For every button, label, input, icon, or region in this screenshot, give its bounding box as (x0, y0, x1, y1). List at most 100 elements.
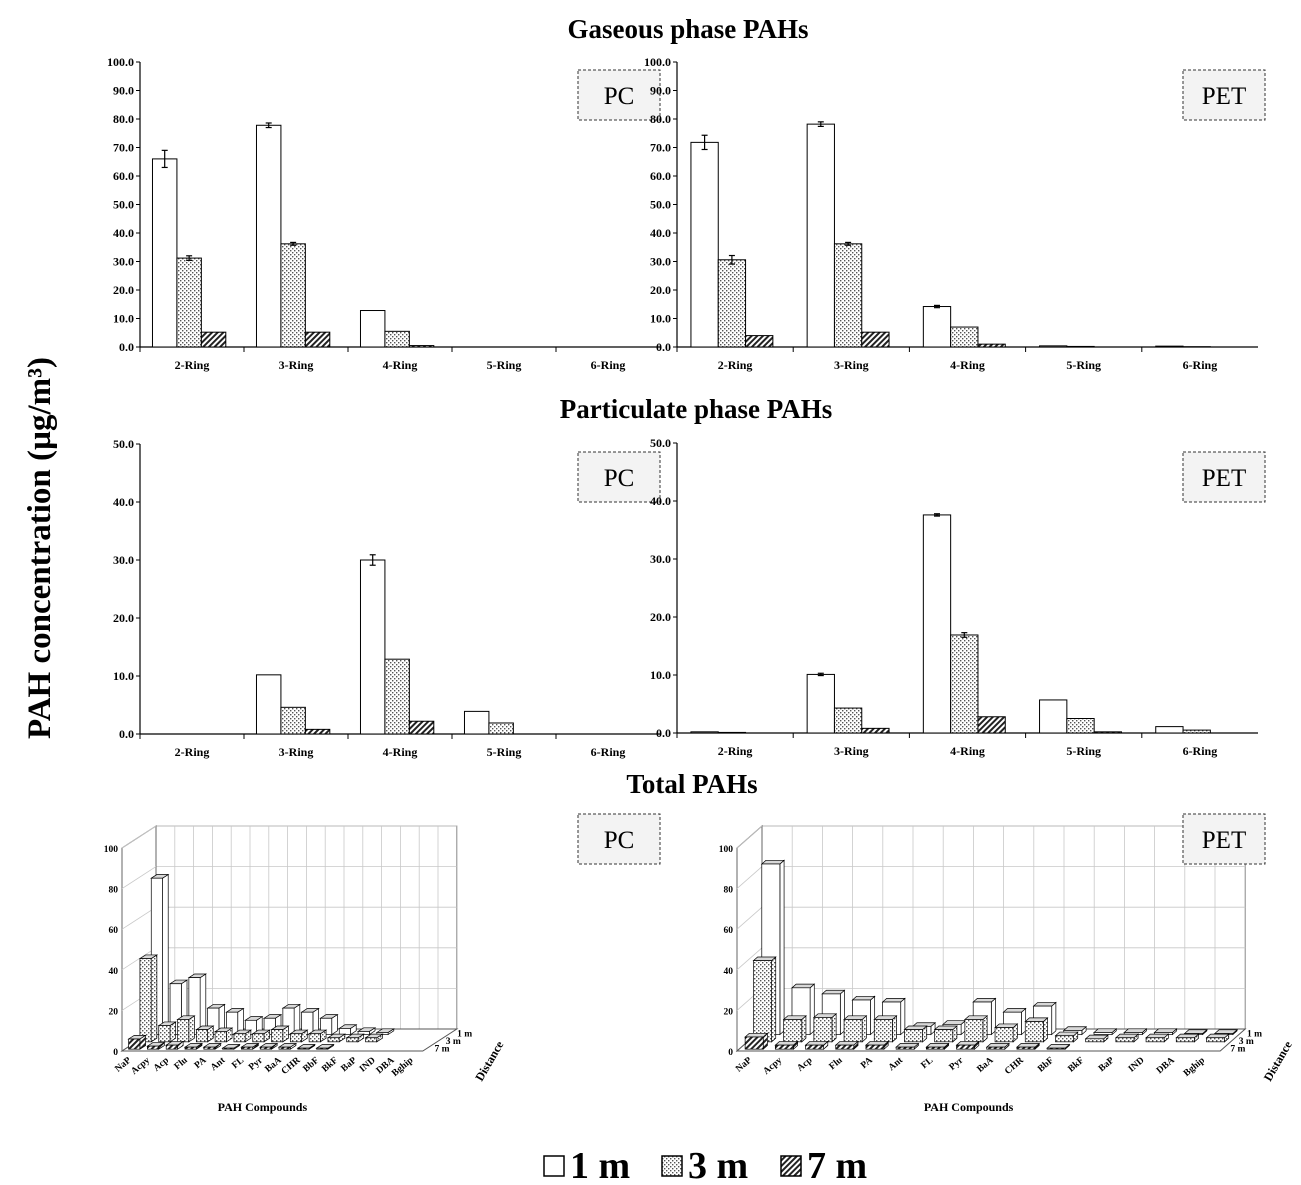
panel-label-box (577, 813, 661, 865)
depth-axis-title: Distance (1261, 1038, 1295, 1084)
bar-front-face (1206, 1037, 1225, 1043)
bar-chart-3: 0.0 10.0 20.0 30.0 40.0 50.0 2-Ring 3-Ring 4-Rin… (650, 436, 1266, 758)
bar-front-face (158, 1025, 171, 1043)
x-tick-label: BaA (264, 1056, 284, 1075)
bar-front-face (147, 1045, 160, 1050)
bar-1m-3-Ring (255, 124, 282, 348)
bar-top-face (774, 1041, 799, 1046)
bar-3m-3-Ring (280, 243, 306, 348)
bar-front-face (365, 1037, 378, 1043)
bar3d-3m-BkF (345, 1033, 365, 1043)
bar3d-1m-PA (225, 1007, 245, 1036)
bar-7m-2-Ring (745, 335, 774, 348)
bar-front-face (195, 1029, 208, 1043)
y-tick-label: 30.0 (113, 553, 134, 567)
bar-7m-4-Ring (408, 345, 435, 348)
bar3d-3m-BaA (994, 1023, 1019, 1043)
grid-line (736, 825, 763, 849)
y-tick-label: 10.0 (113, 669, 134, 683)
bar-top-face (963, 1015, 989, 1020)
bar-front-face (165, 1044, 178, 1050)
bar-top-face (942, 1020, 967, 1025)
bar-1m-5-Ring (463, 710, 490, 735)
depth-tick-label: 1 m (457, 1030, 472, 1040)
bar3d-3m-BbF (326, 1033, 347, 1043)
bar-3m-2-Ring (717, 731, 747, 734)
y-tick-label: 100 (719, 845, 734, 855)
y-tick-label: 20.0 (650, 610, 671, 624)
bar-side-face (771, 956, 777, 1043)
bar-front-face (203, 1046, 216, 1050)
bar-front-face (805, 1044, 824, 1050)
x-tick-label: 5-Ring (487, 358, 522, 372)
bar3d-7m-BaA (277, 1042, 298, 1050)
bar3d-1m-IND (1153, 1028, 1178, 1036)
bar3d-3m-CHR (307, 1029, 328, 1043)
bar-front-face (835, 1044, 855, 1050)
x-tick-label: 4-Ring (383, 745, 418, 759)
bar-side-face (779, 859, 785, 1036)
x-tick-label: 2-Ring (718, 744, 753, 758)
x-tick-label: CHR (1003, 1056, 1026, 1077)
depth-tick-label: 1 m (1247, 1030, 1262, 1040)
y-tick-label: 50.0 (650, 436, 671, 450)
bar-7m-3-Ring (304, 331, 331, 348)
bar3d-chart-5: 0 20 40 60 80 100 NaP Acpy Acp Flu PA Ant FL Pyr BaA CH… (719, 813, 1295, 1114)
bar3d-3m-Flu (195, 1025, 215, 1043)
bar-top-face (1046, 1044, 1071, 1049)
y-tick-label: 40.0 (650, 226, 671, 240)
bar3d-7m-Ant (221, 1043, 241, 1050)
bar-1m-3-Ring (255, 674, 282, 735)
section-title-gaseous: Gaseous phase PAHs (567, 14, 808, 44)
bar-front-face (843, 1019, 863, 1043)
y-tick-label: 80 (724, 886, 734, 896)
bar-side-face (199, 973, 207, 1036)
y-tick-label: 60.0 (650, 169, 671, 183)
section-title-particulate: Particulate phase PAHs (560, 394, 832, 424)
bar3d-3m-FL (933, 1025, 958, 1043)
legend-swatch-7m (780, 1155, 802, 1177)
y-tick-label: 70.0 (113, 141, 134, 155)
x-tick-label: CHR (280, 1056, 303, 1077)
x-tick-label: PA (859, 1056, 875, 1071)
x-axis-title: PAH Compounds (924, 1100, 1014, 1114)
bar-top-face (895, 1043, 920, 1048)
bar-1m-2-Ring (690, 141, 719, 348)
bar-side-face (188, 1015, 195, 1043)
x-tick-label: 4-Ring (950, 744, 985, 758)
y-tick-label: 100.0 (107, 55, 134, 69)
x-tick-label: Acpy (130, 1055, 153, 1076)
bar3d-7m-Ant (895, 1042, 920, 1050)
bar3d-3m-Bghip (1205, 1033, 1230, 1043)
bar-top-face (933, 1025, 958, 1030)
bar-front-face (873, 1019, 893, 1043)
grid-line (736, 866, 763, 889)
bar3d-1m-BaP (1123, 1028, 1148, 1036)
bar-1m-4-Ring (922, 514, 952, 734)
panel-label: PC (604, 465, 635, 492)
bar-1m-5-Ring (1039, 699, 1068, 734)
bar-top-face (1145, 1033, 1170, 1039)
bar-front-face (774, 1044, 794, 1050)
bar-front-face (316, 1047, 329, 1050)
bar-top-face (812, 1013, 838, 1018)
bar3d-3m-Ant (232, 1029, 253, 1043)
y-tick-label: 90.0 (113, 84, 134, 98)
grid-line (121, 825, 157, 849)
bar-3m-5-Ring (1066, 718, 1095, 734)
bar-side-face (831, 1013, 837, 1043)
panel-label-box (1182, 813, 1266, 865)
bar-chart-1: 0.0 10.0 20.0 30.0 40.0 50.0 60.0 70.0 80.0 90.0 1… (644, 55, 1266, 372)
bar-top-face (1054, 1031, 1079, 1037)
x-tick-label: 3-Ring (279, 745, 314, 759)
y-tick-label: 60 (109, 926, 119, 936)
x-tick-label: BbF (1036, 1056, 1056, 1075)
bar-top-face (791, 983, 816, 989)
panel-label: PET (1202, 83, 1246, 110)
bar-3m-2-Ring (176, 257, 202, 348)
grid-line (121, 866, 157, 889)
x-tick-label: BbF (302, 1056, 322, 1075)
panel-label-box (1182, 451, 1266, 503)
bar-top-face (834, 1041, 859, 1046)
bar-top-face (1175, 1033, 1200, 1039)
